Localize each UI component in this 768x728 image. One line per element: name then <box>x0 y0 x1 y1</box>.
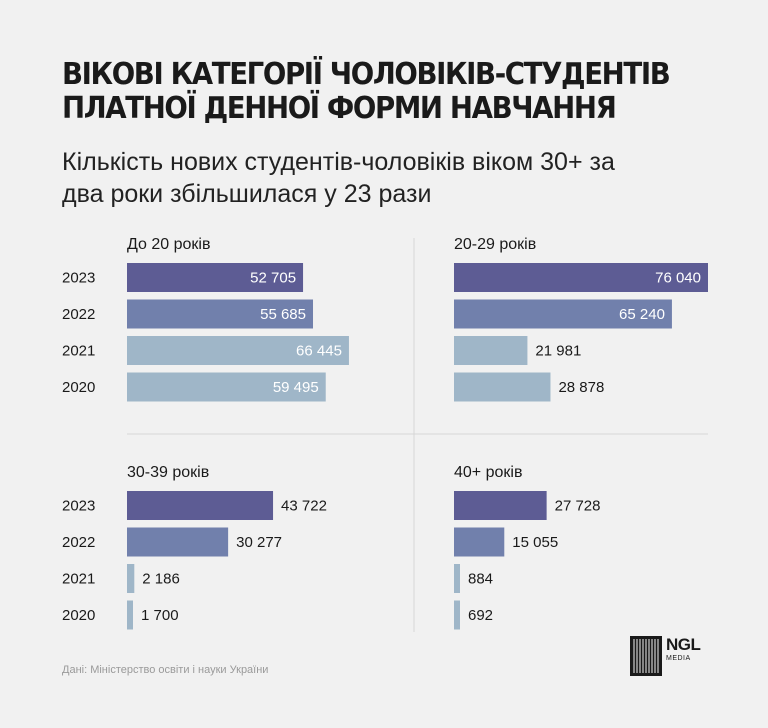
data-label: 65 240 <box>619 306 665 323</box>
data-label: 76 040 <box>655 270 701 287</box>
chart-subtitle: Кількість нових студентів-чоловіків віко… <box>62 148 615 208</box>
data-label: 884 <box>468 571 493 588</box>
bar <box>127 600 133 630</box>
bar <box>454 372 551 402</box>
year-label: 2022 <box>62 306 95 323</box>
data-label: 52 705 <box>250 270 296 287</box>
bar <box>127 372 326 402</box>
logo-mark-icon <box>630 636 662 676</box>
bar <box>127 564 135 593</box>
bar <box>127 527 229 557</box>
bar <box>454 491 547 520</box>
bar <box>127 263 304 292</box>
logo-name: NGL <box>666 635 701 654</box>
data-label: 66 445 <box>296 343 342 360</box>
data-label: 1 700 <box>141 607 179 624</box>
year-label: 2021 <box>62 343 95 360</box>
data-label: 59 495 <box>273 379 319 396</box>
ngl-media-logo: NGL MEDIA <box>630 635 701 676</box>
year-label: 2023 <box>62 498 95 515</box>
panel-title: 30-39 років <box>127 464 209 481</box>
bar <box>454 336 528 365</box>
bar <box>454 600 460 630</box>
data-source: Дані: Міністерство освіти і науки Україн… <box>62 664 269 676</box>
data-label: 28 878 <box>558 379 604 396</box>
data-label: 15 055 <box>512 534 558 551</box>
bar <box>454 263 708 292</box>
year-label: 2023 <box>62 270 95 287</box>
data-label: 30 277 <box>236 534 282 551</box>
bar <box>127 299 314 329</box>
panel-title: 40+ років <box>454 464 522 481</box>
data-label: 692 <box>468 607 493 624</box>
chart-title: ВІКОВІ КАТЕГОРІЇ ЧОЛОВІКІВ-СТУДЕНТІВ ПЛА… <box>62 57 671 126</box>
year-label: 2020 <box>62 607 95 624</box>
bar <box>127 491 274 520</box>
year-label: 2021 <box>62 571 95 588</box>
bar <box>454 527 505 557</box>
logo-subname: MEDIA <box>666 655 691 662</box>
year-label: 2022 <box>62 534 95 551</box>
data-label: 55 685 <box>260 306 306 323</box>
panel-title: 20-29 років <box>454 236 536 253</box>
data-label: 27 728 <box>555 498 601 515</box>
bar <box>127 336 349 365</box>
data-label: 2 186 <box>142 571 180 588</box>
bar <box>454 299 672 329</box>
data-label: 43 722 <box>281 498 327 515</box>
panel-title: До 20 років <box>127 236 210 253</box>
bar-chart-panels: До 20 років 52 705 2023 55 685 2022 66 445 202… <box>62 236 708 632</box>
bar <box>454 564 460 593</box>
data-label: 21 981 <box>535 343 581 360</box>
year-label: 2020 <box>62 379 95 396</box>
